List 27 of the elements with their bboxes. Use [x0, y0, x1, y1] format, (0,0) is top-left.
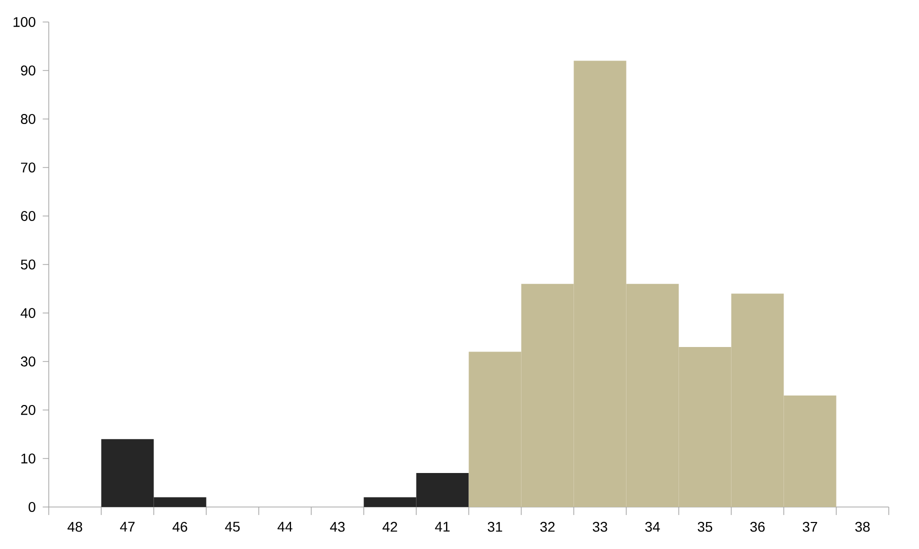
- x-tick-label: 44: [278, 522, 292, 532]
- y-tick-label: 100: [14, 17, 36, 27]
- x-tick-label: 35: [698, 522, 712, 532]
- x-tick-label: 38: [855, 522, 870, 532]
- x-tick-label: 36: [750, 522, 765, 532]
- y-tick-label: 90: [20, 66, 36, 76]
- y-tick-label: 70: [21, 162, 36, 172]
- x-tick-label: 31: [488, 522, 502, 532]
- x-tick-label: 46: [172, 522, 188, 532]
- x-tick-label: 48: [68, 522, 82, 532]
- x-tick-label: 33: [592, 522, 608, 532]
- y-tick-label: 10: [21, 454, 36, 464]
- x-tick-label: 42: [382, 522, 398, 532]
- y-tick-label: 30: [20, 356, 36, 366]
- x-tick-label: 41: [435, 522, 450, 532]
- x-tick-label: 37: [802, 522, 818, 532]
- x-tick-label: 34: [645, 522, 660, 532]
- y-tick-label: 0: [28, 502, 36, 512]
- y-tick-label: 50: [20, 260, 36, 270]
- x-tick-label: 32: [540, 522, 555, 532]
- y-tick-label: 20: [21, 405, 36, 415]
- x-tick-label: 43: [330, 522, 345, 532]
- y-tick-label: 80: [20, 114, 36, 124]
- y-tick-label: 40: [20, 308, 36, 318]
- x-tick-label: 45: [225, 522, 240, 532]
- x-tick-label: 47: [120, 522, 135, 532]
- y-tick-label: 60: [21, 211, 36, 221]
